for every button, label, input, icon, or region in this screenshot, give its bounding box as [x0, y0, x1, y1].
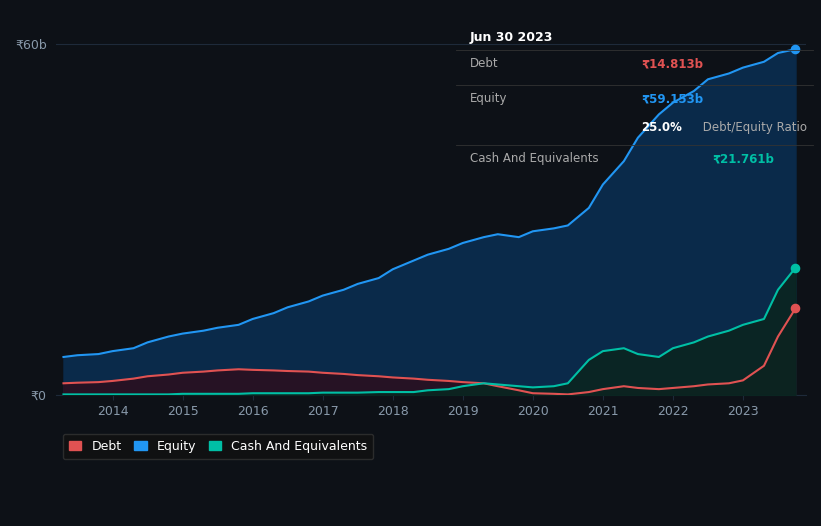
Text: 25.0%: 25.0%: [641, 120, 682, 134]
Text: ₹59.153b: ₹59.153b: [641, 93, 704, 105]
Text: Equity: Equity: [470, 93, 507, 105]
Text: Jun 30 2023: Jun 30 2023: [470, 31, 553, 44]
Text: ₹14.813b: ₹14.813b: [641, 57, 704, 70]
Text: ₹21.761b: ₹21.761b: [713, 153, 775, 165]
Point: [789, 45, 802, 53]
Text: Debt: Debt: [470, 57, 498, 70]
Point: [789, 264, 802, 272]
Legend: Debt, Equity, Cash And Equivalents: Debt, Equity, Cash And Equivalents: [62, 433, 374, 459]
Text: Debt/Equity Ratio: Debt/Equity Ratio: [699, 120, 806, 134]
Text: Cash And Equivalents: Cash And Equivalents: [470, 153, 599, 165]
Point: [789, 304, 802, 312]
